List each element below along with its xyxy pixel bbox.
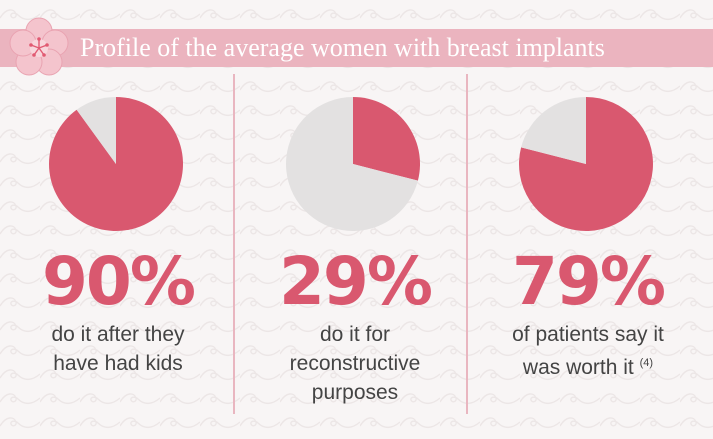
stat-value-worth-it: 79% — [512, 243, 666, 320]
caption-line: of patients say it — [512, 323, 664, 346]
stat-panel-worth-it: 79% of patients say it was worth it (4) — [470, 80, 706, 420]
flower-icon — [9, 17, 69, 76]
pie-slice-reconstructive-rest — [286, 97, 418, 231]
caption-line: do it after they — [51, 323, 185, 346]
pie-chart-kids — [49, 97, 184, 231]
caption-line: purposes — [311, 381, 399, 404]
caption-line: have had kids — [53, 352, 183, 375]
caption-line-text: was worth it — [522, 356, 634, 379]
column-divider-2 — [466, 74, 468, 414]
page-title: Profile of the average women with breast… — [80, 33, 605, 62]
stat-caption-kids: do it after they have had kids — [0, 320, 236, 378]
caption-line: do it for — [319, 323, 391, 346]
stat-panel-kids: 90% do it after they have had kids — [0, 80, 236, 420]
pie-slice-kids-value — [49, 97, 184, 231]
stat-caption-reconstructive: do it for reconstructive purposes — [237, 320, 473, 407]
title-band — [0, 29, 713, 67]
stat-panel-reconstructive: 29% do it for reconstructive purposes — [237, 80, 473, 420]
pie-chart-reconstructive — [286, 97, 421, 231]
pie-chart-worth-it — [518, 96, 653, 232]
footnote-marker: (4) — [639, 357, 654, 369]
column-divider-1 — [233, 74, 235, 414]
stat-caption-worth-it: of patients say it was worth it (4) — [470, 320, 706, 382]
caption-line: reconstructive — [289, 352, 421, 375]
pie-slice-worth-it-value — [518, 97, 653, 232]
pie-slice-worth-it-rest — [521, 96, 586, 164]
stat-value-reconstructive: 29% — [279, 243, 433, 320]
pie-slice-kids-rest — [76, 97, 116, 164]
pie-slice-reconstructive-value — [353, 97, 421, 181]
stat-value-kids: 90% — [42, 243, 196, 320]
caption-line: was worth it (4) — [470, 349, 706, 382]
